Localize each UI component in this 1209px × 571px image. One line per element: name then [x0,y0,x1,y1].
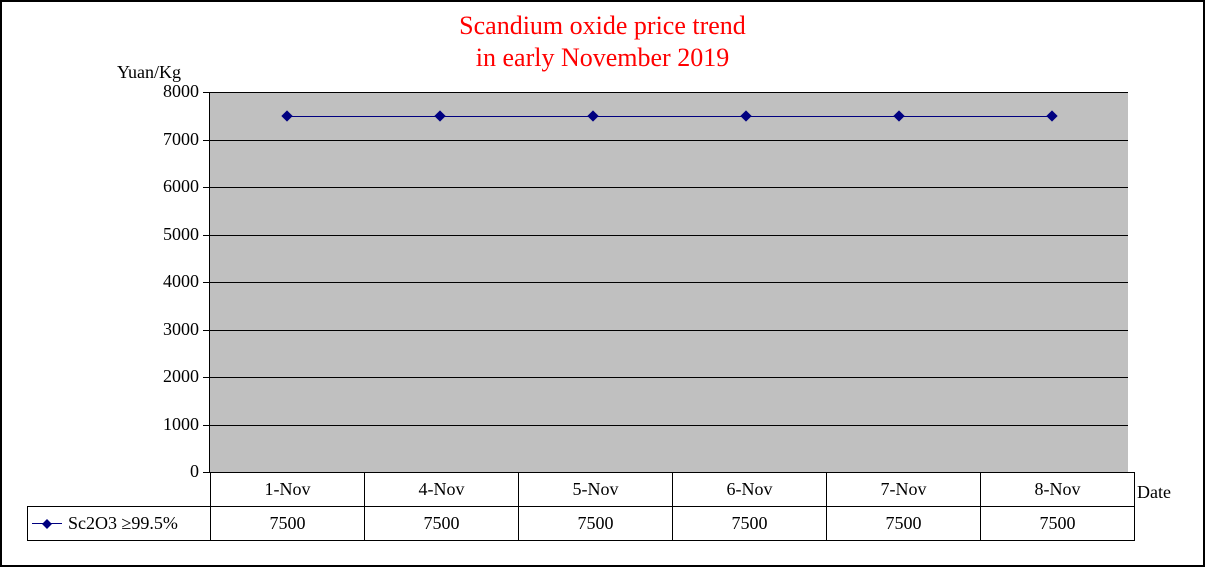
ytick-mark [203,235,209,236]
ytick-label: 1000 [139,414,199,435]
ytick-mark [203,330,209,331]
ytick-mark [203,472,209,473]
data-marker [740,110,751,121]
plot-area [209,92,1128,473]
data-table: 1-Nov4-Nov5-Nov6-Nov7-Nov8-Nov Sc2O3 ≥99.… [27,472,1135,541]
legend-marker-icon [32,523,62,524]
table-value-cell: 7500 [365,507,519,541]
series-line [593,116,746,117]
gridline [210,187,1128,188]
title-line-1: Scandium oxide price trend [2,10,1203,42]
data-marker [587,110,598,121]
x-axis-label: Date [1137,482,1171,503]
table-category-cell: 1-Nov [211,473,365,507]
ytick-mark [203,377,209,378]
ytick-label: 3000 [139,319,199,340]
table-value-cell: 7500 [519,507,673,541]
data-marker [434,110,445,121]
gridline [210,140,1128,141]
gridline [210,282,1128,283]
data-marker [281,110,292,121]
ytick-mark [203,92,209,93]
table-category-cell: 7-Nov [827,473,981,507]
ytick-label: 6000 [139,176,199,197]
ytick-label: 2000 [139,366,199,387]
ytick-label: 0 [139,461,199,482]
table-category-cell: 4-Nov [365,473,519,507]
chart-title: Scandium oxide price trend in early Nove… [2,10,1203,74]
ytick-mark [203,140,209,141]
table-value-cell: 7500 [211,507,365,541]
y-axis-label: Yuan/Kg [117,62,181,83]
series-line [746,116,899,117]
gridline [210,330,1128,331]
table-value-cell: 7500 [827,507,981,541]
table-category-cell: 6-Nov [673,473,827,507]
ytick-mark [203,425,209,426]
ytick-label: 5000 [139,224,199,245]
table-value-cell: 7500 [981,507,1135,541]
table-row: Sc2O3 ≥99.5%750075007500750075007500 [28,507,1135,541]
ytick-mark [203,187,209,188]
ytick-label: 4000 [139,271,199,292]
legend-cell: Sc2O3 ≥99.5% [28,507,211,541]
ytick-label: 8000 [139,81,199,102]
table-category-cell: 8-Nov [981,473,1135,507]
data-marker [893,110,904,121]
series-line [899,116,1052,117]
chart-container: Scandium oxide price trend in early Nove… [0,0,1205,567]
gridline [210,92,1128,93]
ytick-mark [203,282,209,283]
title-line-2: in early November 2019 [2,42,1203,74]
ytick-label: 7000 [139,129,199,150]
gridline [210,425,1128,426]
table-value-cell: 7500 [673,507,827,541]
gridline [210,235,1128,236]
legend-label: Sc2O3 ≥99.5% [68,513,178,534]
table-category-cell: 5-Nov [519,473,673,507]
series-line [440,116,593,117]
gridline [210,377,1128,378]
series-line [287,116,440,117]
data-marker [1046,110,1057,121]
